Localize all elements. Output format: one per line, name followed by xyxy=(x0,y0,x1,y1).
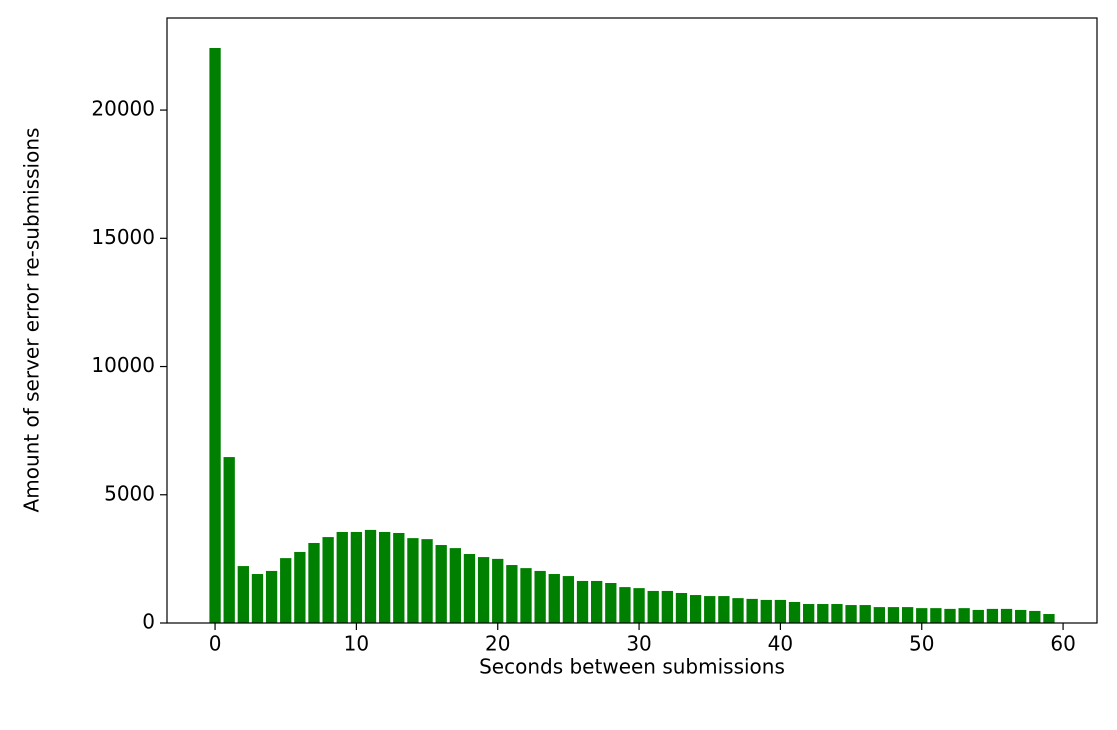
y-tick-label: 10000 xyxy=(91,353,155,377)
bar xyxy=(548,574,560,623)
y-tick-label: 20000 xyxy=(91,97,155,121)
bar xyxy=(308,542,320,623)
bar xyxy=(944,608,956,623)
bar xyxy=(916,608,928,623)
bar xyxy=(251,574,264,623)
bar xyxy=(562,576,575,623)
bar xyxy=(647,590,659,623)
bar xyxy=(831,604,843,623)
bar xyxy=(591,580,603,623)
bar xyxy=(1029,610,1041,623)
bar xyxy=(788,601,801,623)
bar xyxy=(492,558,504,623)
y-tick-label: 5000 xyxy=(104,481,155,505)
bar xyxy=(661,590,673,623)
bar xyxy=(520,568,532,623)
bar xyxy=(774,599,787,623)
y-tick-label: 0 xyxy=(142,610,155,634)
bar xyxy=(972,609,984,623)
bar xyxy=(732,598,744,623)
bar xyxy=(1000,608,1013,623)
bar xyxy=(633,588,645,623)
bar xyxy=(605,582,617,623)
bar xyxy=(689,595,702,623)
bar xyxy=(421,539,433,623)
bar xyxy=(280,558,292,623)
bar xyxy=(393,532,405,623)
bar xyxy=(817,604,829,623)
bar xyxy=(718,596,730,623)
bar xyxy=(803,604,815,623)
bar xyxy=(322,537,334,623)
bar xyxy=(845,605,857,623)
bar xyxy=(534,570,546,623)
x-tick-label: 0 xyxy=(209,632,222,656)
bar xyxy=(336,531,348,623)
plot-frame xyxy=(166,17,1098,624)
bar xyxy=(619,587,631,623)
bar xyxy=(209,48,221,624)
bar xyxy=(435,545,447,623)
bar xyxy=(449,548,461,623)
y-axis-label: Amount of server error re-submissions xyxy=(20,128,44,513)
bar xyxy=(576,580,589,623)
bar xyxy=(859,605,871,623)
bar xyxy=(704,596,716,623)
bar xyxy=(675,592,688,623)
x-tick-label: 60 xyxy=(1050,632,1075,656)
bar xyxy=(958,608,970,623)
bar xyxy=(463,554,476,623)
bar xyxy=(760,599,772,623)
x-tick-label: 10 xyxy=(344,632,369,656)
bar xyxy=(477,557,490,623)
bar xyxy=(873,607,885,623)
bar xyxy=(506,565,518,623)
x-tick-label: 30 xyxy=(626,632,651,656)
bar xyxy=(265,570,278,623)
bar xyxy=(986,608,999,623)
bar xyxy=(223,457,235,623)
x-tick-label: 40 xyxy=(768,632,793,656)
bar xyxy=(364,529,377,623)
x-tick-label: 20 xyxy=(485,632,510,656)
bar xyxy=(407,538,419,623)
bar xyxy=(887,607,900,623)
x-axis-label: Seconds between submissions xyxy=(479,655,785,679)
bar xyxy=(746,598,758,623)
y-tick-label: 15000 xyxy=(91,225,155,249)
bar xyxy=(901,607,914,623)
bar xyxy=(1043,614,1055,623)
bar xyxy=(1015,609,1027,623)
bar xyxy=(930,608,942,623)
bar xyxy=(379,531,391,623)
bar xyxy=(237,566,249,623)
x-tick-label: 50 xyxy=(909,632,934,656)
bar xyxy=(294,551,306,623)
bar xyxy=(350,531,363,623)
